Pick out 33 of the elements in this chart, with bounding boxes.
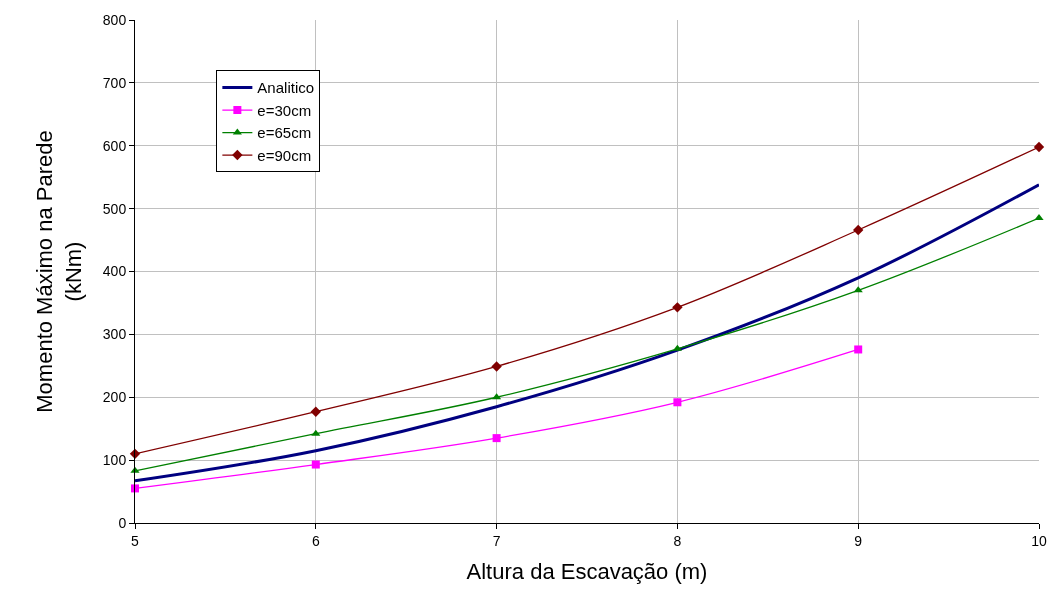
- legend-label: e=30cm: [257, 101, 312, 119]
- y-tick-label: 300: [102, 326, 127, 343]
- legend-label: e=65cm: [257, 124, 312, 142]
- point: [491, 361, 502, 372]
- x-axis-title: Altura da Escavação (m): [466, 558, 708, 584]
- point: [1034, 214, 1044, 221]
- point: [129, 448, 141, 460]
- x-tick-label: 6: [311, 532, 320, 549]
- x-tick-label: 7: [492, 532, 501, 549]
- y-tick-label: 200: [102, 389, 127, 406]
- x-tick-label: 5: [131, 532, 140, 549]
- point: [673, 398, 682, 407]
- point: [492, 434, 501, 443]
- x-tick-label: 10: [1031, 532, 1047, 549]
- point: [310, 406, 321, 417]
- y-tick-label: 400: [102, 263, 127, 280]
- point: [311, 429, 321, 436]
- x-tick-label: 8: [673, 532, 682, 549]
- y-axis-title: Momento Máximo na Parede (kNm): [32, 130, 86, 413]
- point: [854, 345, 863, 354]
- y-tick-label: 500: [102, 200, 127, 217]
- x-tick-label: 9: [854, 532, 863, 549]
- y-tick-label: 800: [102, 11, 127, 28]
- point: [311, 460, 320, 469]
- legend-label: Analitico: [257, 79, 315, 97]
- legend-label: e=90cm: [257, 146, 312, 164]
- y-tick-label: 100: [102, 452, 127, 469]
- point: [672, 302, 683, 313]
- y-tick-label: 600: [102, 137, 127, 154]
- point: [853, 224, 864, 236]
- y-tick-label: 700: [102, 74, 127, 91]
- y-tick-label: 0: [118, 514, 127, 531]
- point: [1033, 141, 1045, 153]
